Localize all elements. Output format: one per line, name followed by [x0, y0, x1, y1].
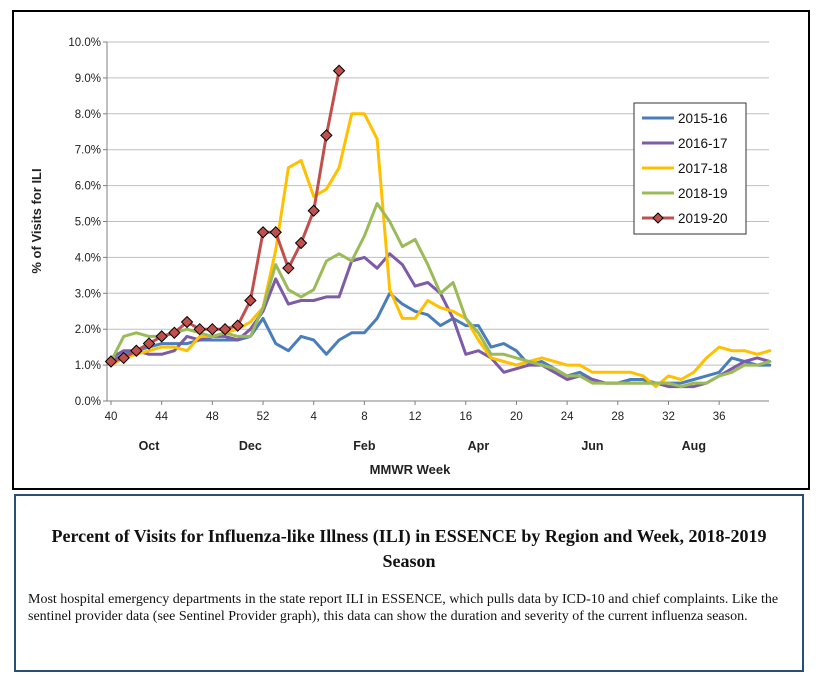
x-tick-label: 8 — [361, 411, 367, 423]
x-tick-label: 16 — [459, 411, 472, 423]
caption-box: Percent of Visits for Influenza-like Ill… — [14, 494, 804, 672]
x-tick-label: 12 — [409, 411, 422, 423]
y-axis-title: % of Visits for ILI — [29, 168, 44, 273]
legend-label: 2017-18 — [678, 161, 728, 176]
ili-line-chart: 0.0% 1.0% 2.0% 3.0% 4.0% 5.0% 6.0% 7.0% 8.0% 9.0%… — [14, 12, 808, 488]
month-label: Apr — [468, 439, 490, 453]
series-2016-17 — [111, 254, 770, 387]
month-label: Jun — [581, 439, 603, 453]
series-line — [111, 254, 770, 387]
x-tick-labels: 40 44 48 52 4 8 12 16 20 24 28 32 36 — [105, 401, 726, 423]
x-tick-label: 44 — [155, 411, 168, 423]
x-tick-label: 48 — [206, 411, 219, 423]
legend-label: 2016-17 — [678, 136, 728, 151]
data-point-marker — [258, 227, 269, 238]
x-tick-label: 24 — [561, 411, 574, 423]
month-label: Aug — [682, 439, 706, 453]
x-tick-label: 32 — [662, 411, 675, 423]
y-tick-label: 8.0% — [75, 109, 101, 121]
legend-label: 2018-19 — [678, 186, 728, 201]
month-label: Dec — [239, 439, 262, 453]
caption-title: Percent of Visits for Influenza-like Ill… — [32, 524, 786, 574]
month-label: Oct — [139, 439, 161, 453]
y-tick-label: 5.0% — [75, 217, 101, 229]
legend: 2015-16 2016-17 2017-18 2018-19 2019-20 — [634, 103, 746, 234]
series-2019-20 — [106, 65, 345, 367]
x-tick-label: 4 — [311, 411, 318, 423]
legend-label: 2019-20 — [678, 211, 728, 226]
month-labels: Oct Dec Feb Apr Jun Aug — [139, 439, 706, 453]
y-tick-labels: 0.0% 1.0% 2.0% 3.0% 4.0% 5.0% 6.0% 7.0% 8.0% 9.0%… — [68, 37, 107, 408]
y-tick-label: 3.0% — [75, 288, 101, 300]
y-tick-label: 4.0% — [75, 252, 101, 264]
caption-body: Most hospital emergency departments in t… — [28, 592, 788, 625]
y-tick-label: 0.0% — [75, 396, 101, 408]
y-tick-label: 9.0% — [75, 73, 101, 85]
month-label: Feb — [353, 439, 376, 453]
y-tick-label: 2.0% — [75, 324, 101, 336]
data-point-marker — [245, 295, 256, 306]
x-tick-label: 36 — [713, 411, 726, 423]
data-point-marker — [296, 238, 307, 249]
y-tick-label: 6.0% — [75, 181, 101, 193]
data-point-marker — [321, 130, 332, 141]
x-tick-label: 40 — [105, 411, 118, 423]
data-point-marker — [283, 263, 294, 274]
y-tick-label: 7.0% — [75, 145, 101, 157]
data-point-marker — [334, 65, 345, 76]
x-tick-label: 28 — [611, 411, 624, 423]
chart-frame: 0.0% 1.0% 2.0% 3.0% 4.0% 5.0% 6.0% 7.0% 8.0% 9.0%… — [12, 10, 810, 490]
x-tick-label: 20 — [510, 411, 523, 423]
y-tick-label: 10.0% — [68, 37, 101, 49]
x-tick-label: 52 — [257, 411, 270, 423]
x-axis-title: MMWR Week — [370, 462, 451, 477]
data-point-marker — [308, 205, 319, 216]
data-point-marker — [207, 324, 218, 335]
legend-label: 2015-16 — [678, 111, 728, 126]
series-line — [111, 71, 339, 362]
y-tick-label: 1.0% — [75, 360, 101, 372]
